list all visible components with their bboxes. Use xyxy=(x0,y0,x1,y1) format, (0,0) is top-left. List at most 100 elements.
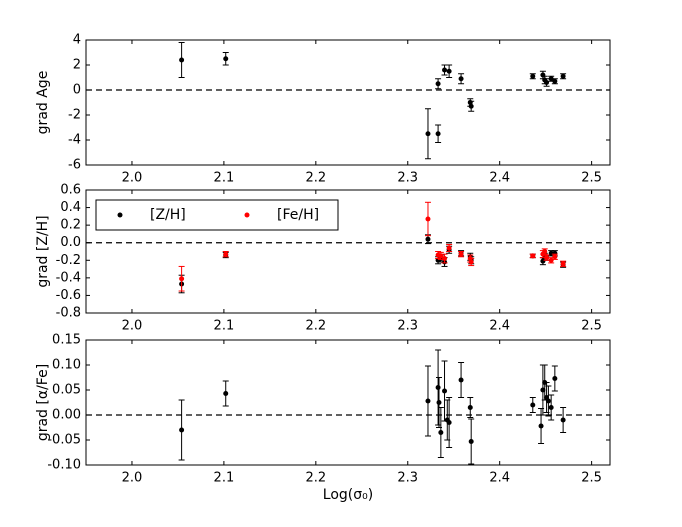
x-tick-label: 2.1 xyxy=(214,319,235,334)
point xyxy=(223,391,229,396)
legend: [Z/H] [Fe/H] xyxy=(95,199,339,231)
y-tick-label: 0 xyxy=(73,83,81,98)
y-tick-label: 2 xyxy=(73,58,81,73)
point xyxy=(560,73,566,79)
point xyxy=(442,67,448,73)
point xyxy=(425,216,431,222)
point xyxy=(548,257,554,263)
point xyxy=(544,255,550,261)
point xyxy=(442,388,448,394)
point xyxy=(540,258,546,264)
point xyxy=(446,245,452,251)
x-tick-label: 2.4 xyxy=(489,171,510,186)
point xyxy=(545,398,551,404)
x-tick-label: 2.3 xyxy=(397,319,418,334)
point xyxy=(435,131,441,137)
point xyxy=(468,103,474,109)
x-tick-label: 2.0 xyxy=(122,471,143,486)
legend-frame xyxy=(95,199,339,231)
point xyxy=(530,73,536,79)
series xyxy=(178,201,567,292)
y-axis-label: grad [Z/H] xyxy=(35,215,51,287)
y-tick-label: 0.10 xyxy=(52,358,81,373)
point xyxy=(435,81,441,87)
point xyxy=(540,387,546,393)
series xyxy=(178,234,567,294)
x-tick-label: 2.4 xyxy=(489,471,510,486)
point xyxy=(468,259,474,265)
point xyxy=(530,402,536,408)
point xyxy=(179,427,185,433)
y-tick-label: 0.6 xyxy=(60,183,81,198)
point xyxy=(446,68,452,74)
point xyxy=(544,80,550,85)
point xyxy=(425,236,431,242)
y-tick-label: -6 xyxy=(68,158,81,173)
series xyxy=(178,349,567,465)
point xyxy=(560,261,566,267)
x-tick-label: 2.4 xyxy=(489,319,510,334)
y-tick-label: 0.4 xyxy=(60,200,81,215)
point xyxy=(468,439,474,444)
point xyxy=(538,423,544,429)
x-tick-label: 2.0 xyxy=(122,171,143,186)
x-tick-label: 2.5 xyxy=(581,471,602,486)
series xyxy=(178,42,567,160)
point xyxy=(552,78,558,84)
point xyxy=(467,405,473,410)
y-tick-label: -2 xyxy=(68,108,81,123)
y-tick-label: -0.8 xyxy=(56,306,81,321)
point xyxy=(438,430,444,435)
point xyxy=(548,76,554,82)
point xyxy=(436,400,442,405)
x-tick-label: 2.1 xyxy=(214,471,235,486)
axes-frame xyxy=(85,189,611,314)
point xyxy=(542,249,548,254)
point xyxy=(446,420,452,425)
y-tick-label: 0.2 xyxy=(60,218,81,233)
x-tick-label: 2.2 xyxy=(305,171,326,186)
point xyxy=(530,253,536,259)
y-tick-label: 0.15 xyxy=(52,333,81,348)
y-tick-label: 4 xyxy=(73,33,81,48)
axes-frame xyxy=(85,339,611,466)
y-tick-label: 0.05 xyxy=(52,383,81,398)
x-tick-label: 2.3 xyxy=(397,171,418,186)
point xyxy=(179,276,185,282)
point xyxy=(458,76,464,82)
axes-frame xyxy=(85,39,611,166)
legend-marker xyxy=(244,212,250,218)
y-tick-label: -0.2 xyxy=(56,253,81,268)
legend-label: [Fe/H] xyxy=(277,207,319,223)
point xyxy=(548,405,554,410)
point xyxy=(458,377,464,383)
x-tick-label: 2.1 xyxy=(214,171,235,186)
y-tick-label: -0.05 xyxy=(47,433,81,448)
point xyxy=(458,251,464,257)
x-tick-label: 2.5 xyxy=(581,319,602,334)
point xyxy=(179,57,185,63)
y-axis-label: grad Age xyxy=(35,71,51,135)
point xyxy=(438,253,444,259)
x-axis-label: Log(σ₀) xyxy=(323,487,373,503)
x-tick-label: 2.2 xyxy=(305,471,326,486)
y-tick-label: -4 xyxy=(68,133,81,148)
x-tick-label: 2.0 xyxy=(122,319,143,334)
point xyxy=(425,398,431,404)
y-tick-label: -0.10 xyxy=(47,458,81,473)
point xyxy=(552,254,558,260)
x-tick-label: 2.5 xyxy=(581,171,602,186)
point xyxy=(223,251,229,257)
x-tick-label: 2.3 xyxy=(397,471,418,486)
legend-label: [Z/H] xyxy=(150,207,186,223)
y-tick-label: 0.0 xyxy=(60,235,81,250)
y-tick-label: 0.00 xyxy=(52,408,81,423)
y-axis-label: grad [α/Fe] xyxy=(35,364,51,441)
point xyxy=(552,376,558,381)
y-tick-label: -0.6 xyxy=(56,288,81,303)
legend-marker xyxy=(117,212,123,218)
x-tick-label: 2.2 xyxy=(305,319,326,334)
point xyxy=(425,131,431,137)
point xyxy=(435,385,441,390)
